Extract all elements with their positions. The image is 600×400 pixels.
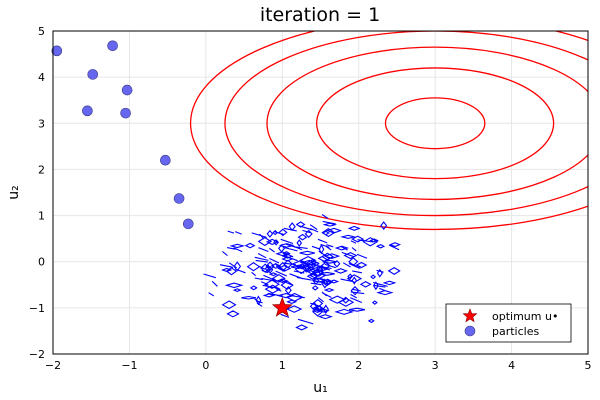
y-tick-label: −2 — [29, 348, 45, 361]
noise-contour-cloud — [203, 214, 402, 331]
particle-point — [120, 107, 131, 119]
x-tick-label: 3 — [432, 359, 439, 372]
target-contours — [189, 31, 588, 231]
tick-labels: −2 −1 0 1 2 3 4 5 −2 −1 0 1 2 3 4 5 — [29, 25, 592, 372]
y-tick-label: 1 — [38, 210, 45, 223]
target-contour-level — [384, 97, 486, 150]
particle-point — [107, 40, 118, 52]
x-tick-label: 4 — [508, 359, 515, 372]
x-tick-label: −2 — [45, 359, 61, 372]
particles-group — [51, 40, 194, 230]
legend-optimum-marker — [462, 308, 478, 323]
y-tick-label: 2 — [38, 163, 45, 176]
chart-title: iteration = 1 — [260, 4, 380, 26]
target-contour-level — [189, 31, 588, 231]
particle-point — [87, 69, 99, 80]
legend: optimum u• particles — [445, 303, 572, 343]
legend-optimum-label: optimum u• — [492, 310, 558, 323]
y-tick-label: −1 — [29, 302, 45, 315]
y-axis-label: u₂ — [6, 185, 22, 200]
y-tick-label: 4 — [38, 71, 45, 84]
particle-point — [160, 154, 171, 166]
legend-particles-marker — [464, 325, 476, 337]
particle-point — [82, 105, 93, 117]
x-tick-label: 5 — [585, 359, 592, 372]
x-tick-label: 0 — [202, 359, 209, 372]
optimum-marker — [271, 296, 293, 317]
x-tick-label: 2 — [355, 359, 362, 372]
y-tick-label: 5 — [38, 25, 45, 38]
particle-point — [51, 45, 63, 57]
plot-frame — [52, 30, 589, 355]
target-contour-level — [316, 67, 555, 180]
particle-point — [182, 218, 194, 230]
particle-point — [173, 193, 185, 204]
optimum-group — [271, 296, 293, 317]
y-tick-label: 3 — [38, 117, 45, 130]
legend-box — [445, 303, 572, 343]
particle-point — [121, 84, 133, 96]
x-tick-label: 1 — [279, 359, 286, 372]
y-tick-label: 0 — [38, 256, 45, 269]
x-tick-label: −1 — [121, 359, 137, 372]
target-contour-level — [266, 46, 588, 201]
target-contour-level — [224, 31, 588, 217]
noise-contour-path — [203, 214, 402, 331]
x-axis-label: u₁ — [313, 380, 328, 396]
legend-particles-label: particles — [492, 325, 539, 338]
